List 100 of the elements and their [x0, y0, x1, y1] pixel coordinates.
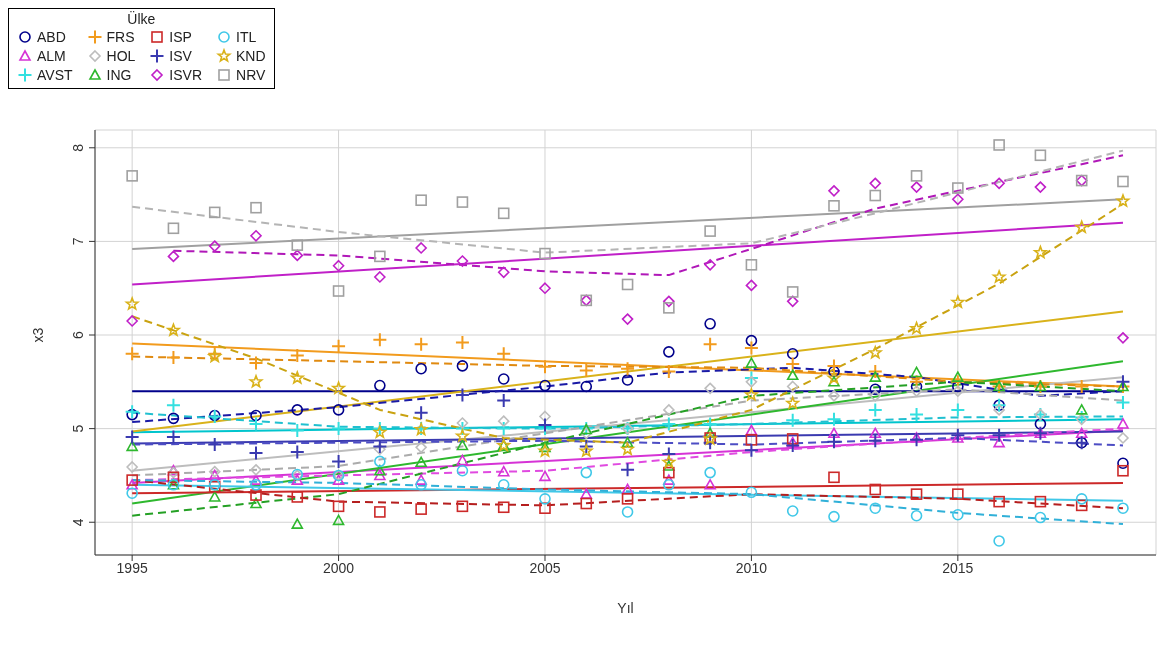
point — [167, 412, 180, 425]
point — [539, 379, 551, 392]
point — [455, 429, 469, 442]
point — [828, 390, 840, 402]
point — [126, 408, 138, 421]
y-tick-label: 5 — [70, 424, 86, 433]
point — [248, 445, 264, 461]
point — [415, 242, 427, 254]
point — [208, 469, 221, 481]
point — [539, 470, 551, 482]
point — [291, 249, 304, 262]
point — [537, 359, 553, 375]
point — [372, 332, 388, 348]
point — [663, 474, 675, 485]
point — [1115, 374, 1131, 390]
point — [743, 442, 759, 458]
point — [248, 416, 264, 432]
point — [621, 278, 634, 291]
point — [165, 349, 181, 365]
point — [249, 375, 263, 388]
point — [291, 474, 304, 485]
point — [993, 495, 1005, 508]
point — [621, 442, 635, 455]
point — [289, 348, 305, 364]
point — [250, 229, 262, 242]
point — [1033, 245, 1047, 259]
point — [868, 346, 882, 359]
point — [704, 225, 716, 237]
point — [456, 500, 469, 513]
point — [332, 404, 345, 416]
point — [786, 347, 799, 360]
point — [1034, 495, 1047, 508]
point — [952, 385, 964, 397]
point — [1117, 332, 1129, 344]
point — [289, 423, 305, 438]
point — [744, 388, 758, 401]
point — [497, 373, 510, 385]
y-tick-label: 4 — [70, 518, 86, 527]
point — [1117, 457, 1129, 470]
point — [1034, 149, 1047, 162]
legend-label: AVST — [37, 66, 73, 83]
point — [291, 239, 304, 251]
point — [1117, 175, 1129, 188]
point — [743, 340, 759, 356]
point — [126, 478, 138, 490]
point — [786, 369, 799, 381]
point — [413, 336, 429, 352]
point — [620, 462, 636, 478]
point — [415, 194, 427, 207]
point — [950, 402, 966, 418]
point — [867, 402, 883, 418]
point — [291, 404, 304, 416]
point — [745, 279, 758, 292]
point — [413, 405, 429, 421]
point — [497, 266, 510, 279]
point — [952, 488, 964, 500]
point — [663, 478, 675, 491]
point — [704, 382, 716, 395]
point — [828, 427, 840, 439]
point — [869, 371, 882, 382]
point — [374, 379, 386, 392]
point — [745, 424, 758, 436]
legend-label: ISVR — [169, 66, 203, 83]
point — [786, 396, 800, 409]
point — [743, 370, 759, 386]
point — [454, 387, 470, 403]
point — [992, 270, 1006, 283]
point — [374, 464, 386, 476]
point — [290, 371, 304, 384]
point — [663, 466, 675, 479]
legend-label: FRS — [106, 28, 135, 45]
point — [1034, 418, 1047, 430]
point — [828, 376, 840, 387]
point — [786, 286, 799, 298]
point — [250, 409, 262, 422]
point — [869, 390, 882, 402]
point — [869, 502, 882, 514]
point — [621, 374, 634, 386]
point — [248, 355, 264, 371]
point — [1117, 432, 1129, 444]
point — [125, 297, 139, 310]
point — [952, 371, 964, 382]
point — [704, 427, 716, 439]
point — [167, 250, 180, 263]
point — [539, 410, 551, 423]
point — [374, 443, 386, 456]
point — [374, 506, 386, 518]
point — [579, 444, 593, 457]
point — [374, 469, 386, 481]
point — [745, 334, 758, 347]
point — [456, 360, 469, 372]
point — [910, 488, 923, 500]
point — [126, 461, 138, 473]
point — [456, 439, 469, 451]
point — [910, 366, 923, 378]
point — [415, 503, 427, 515]
point — [909, 374, 925, 390]
legend-label: ISP — [169, 28, 192, 45]
point — [993, 177, 1005, 190]
point — [456, 454, 469, 466]
